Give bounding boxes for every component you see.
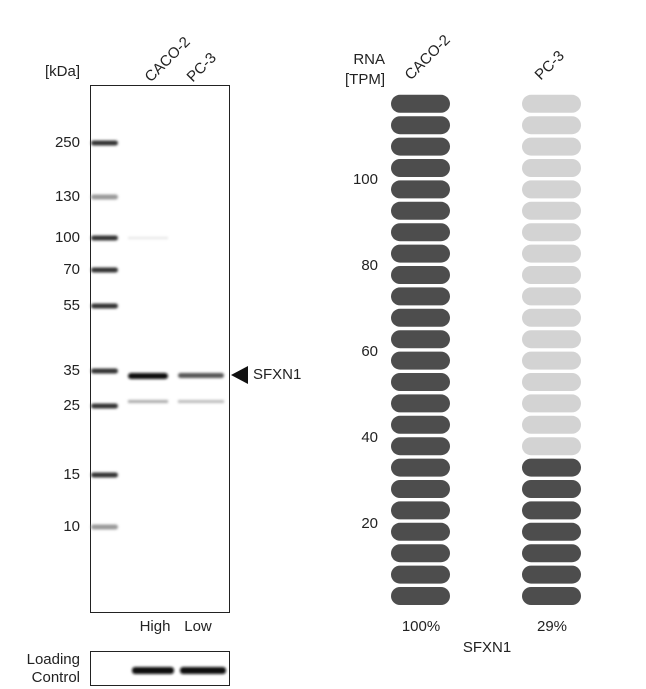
rna-segment	[522, 308, 581, 327]
rna-segment	[391, 308, 450, 327]
level-label: High	[140, 618, 171, 635]
target-label: SFXN1	[253, 366, 301, 383]
rna-segment	[391, 287, 450, 306]
marker-band	[91, 403, 118, 409]
y-tick-label: 100	[353, 171, 378, 188]
rna-segment	[522, 458, 581, 477]
marker-band	[91, 472, 118, 478]
rna-segment	[391, 544, 450, 563]
y-tick-label: 60	[361, 343, 378, 360]
loading-label: Loading	[27, 651, 80, 668]
rna-segment	[522, 415, 581, 434]
rna-segment	[522, 94, 581, 113]
rna-segment	[522, 501, 581, 520]
percent-label: 100%	[402, 618, 440, 635]
rna-segment	[522, 137, 581, 156]
rna-segment	[391, 501, 450, 520]
y-tick-label: 20	[361, 515, 378, 532]
blot-frame	[90, 85, 230, 613]
rna-segment	[391, 394, 450, 413]
marker-label: 15	[63, 466, 80, 483]
rna-segment	[522, 351, 581, 370]
sample-label: CACO-2	[402, 32, 454, 84]
band	[128, 400, 168, 403]
marker-label: 25	[63, 397, 80, 414]
marker-band	[91, 303, 118, 309]
rna-segment	[391, 94, 450, 113]
rna-segment	[522, 180, 581, 199]
band	[128, 373, 168, 379]
marker-label: 130	[55, 188, 80, 205]
rna-segment	[391, 351, 450, 370]
percent-label: 29%	[537, 618, 567, 635]
rna-segment	[522, 330, 581, 349]
rna-segment	[391, 330, 450, 349]
rna-segment	[391, 415, 450, 434]
rna-segment	[522, 116, 581, 135]
rna-segment	[522, 544, 581, 563]
sample-label: PC-3	[532, 47, 568, 83]
marker-label: 55	[63, 297, 80, 314]
lane-label: PC-3	[184, 49, 220, 85]
unit-label: [kDa]	[45, 63, 80, 80]
loading-band	[132, 667, 174, 674]
marker-band	[91, 140, 118, 146]
loading-band	[180, 667, 226, 674]
rna-segment	[391, 223, 450, 242]
marker-label: 10	[63, 518, 80, 535]
rna-segment	[391, 137, 450, 156]
rna-segment	[522, 373, 581, 391]
marker-label: 250	[55, 134, 80, 151]
band	[178, 373, 224, 378]
loading-label: Control	[32, 669, 80, 686]
rna-segment	[391, 458, 450, 477]
level-label: Low	[184, 618, 212, 635]
rna-segment	[391, 565, 450, 584]
marker-band	[91, 194, 118, 200]
y-tick-label: 80	[361, 257, 378, 274]
rna-segment	[391, 116, 450, 135]
rna-segment	[391, 266, 450, 284]
marker-band	[91, 368, 118, 374]
rna-segment	[522, 480, 581, 498]
marker-label: 70	[63, 261, 80, 278]
rna-segment	[391, 587, 450, 605]
rna-segment	[391, 159, 450, 177]
marker-band	[91, 267, 118, 273]
marker-band	[91, 524, 118, 530]
rna-segment	[522, 394, 581, 413]
marker-band	[91, 235, 118, 241]
rna-segment	[391, 437, 450, 456]
rna-segment	[522, 266, 581, 284]
band	[178, 400, 224, 403]
lane-label: CACO-2	[142, 34, 194, 86]
rna-segment	[522, 287, 581, 306]
rna-segment	[391, 201, 450, 220]
rna-segment	[522, 244, 581, 263]
rna-segment	[522, 565, 581, 584]
rna-segment	[391, 373, 450, 391]
rna-segment	[522, 522, 581, 541]
arrow	[231, 366, 248, 384]
band	[128, 237, 168, 239]
rna-segment	[522, 159, 581, 177]
rna-segment	[522, 437, 581, 456]
rna-segment	[391, 244, 450, 263]
rna-segment	[391, 180, 450, 199]
y-tick-label: 40	[361, 429, 378, 446]
rna-segment	[522, 587, 581, 605]
rna-segment	[391, 480, 450, 498]
rna-segment	[522, 201, 581, 220]
rna-label: RNA	[353, 51, 385, 68]
rna-label: [TPM]	[345, 71, 385, 88]
marker-label: 35	[63, 362, 80, 379]
gene-label: SFXN1	[463, 639, 511, 656]
marker-label: 100	[55, 229, 80, 246]
rna-segment	[522, 223, 581, 242]
blot-bands	[128, 237, 226, 674]
rna-segment	[391, 522, 450, 541]
